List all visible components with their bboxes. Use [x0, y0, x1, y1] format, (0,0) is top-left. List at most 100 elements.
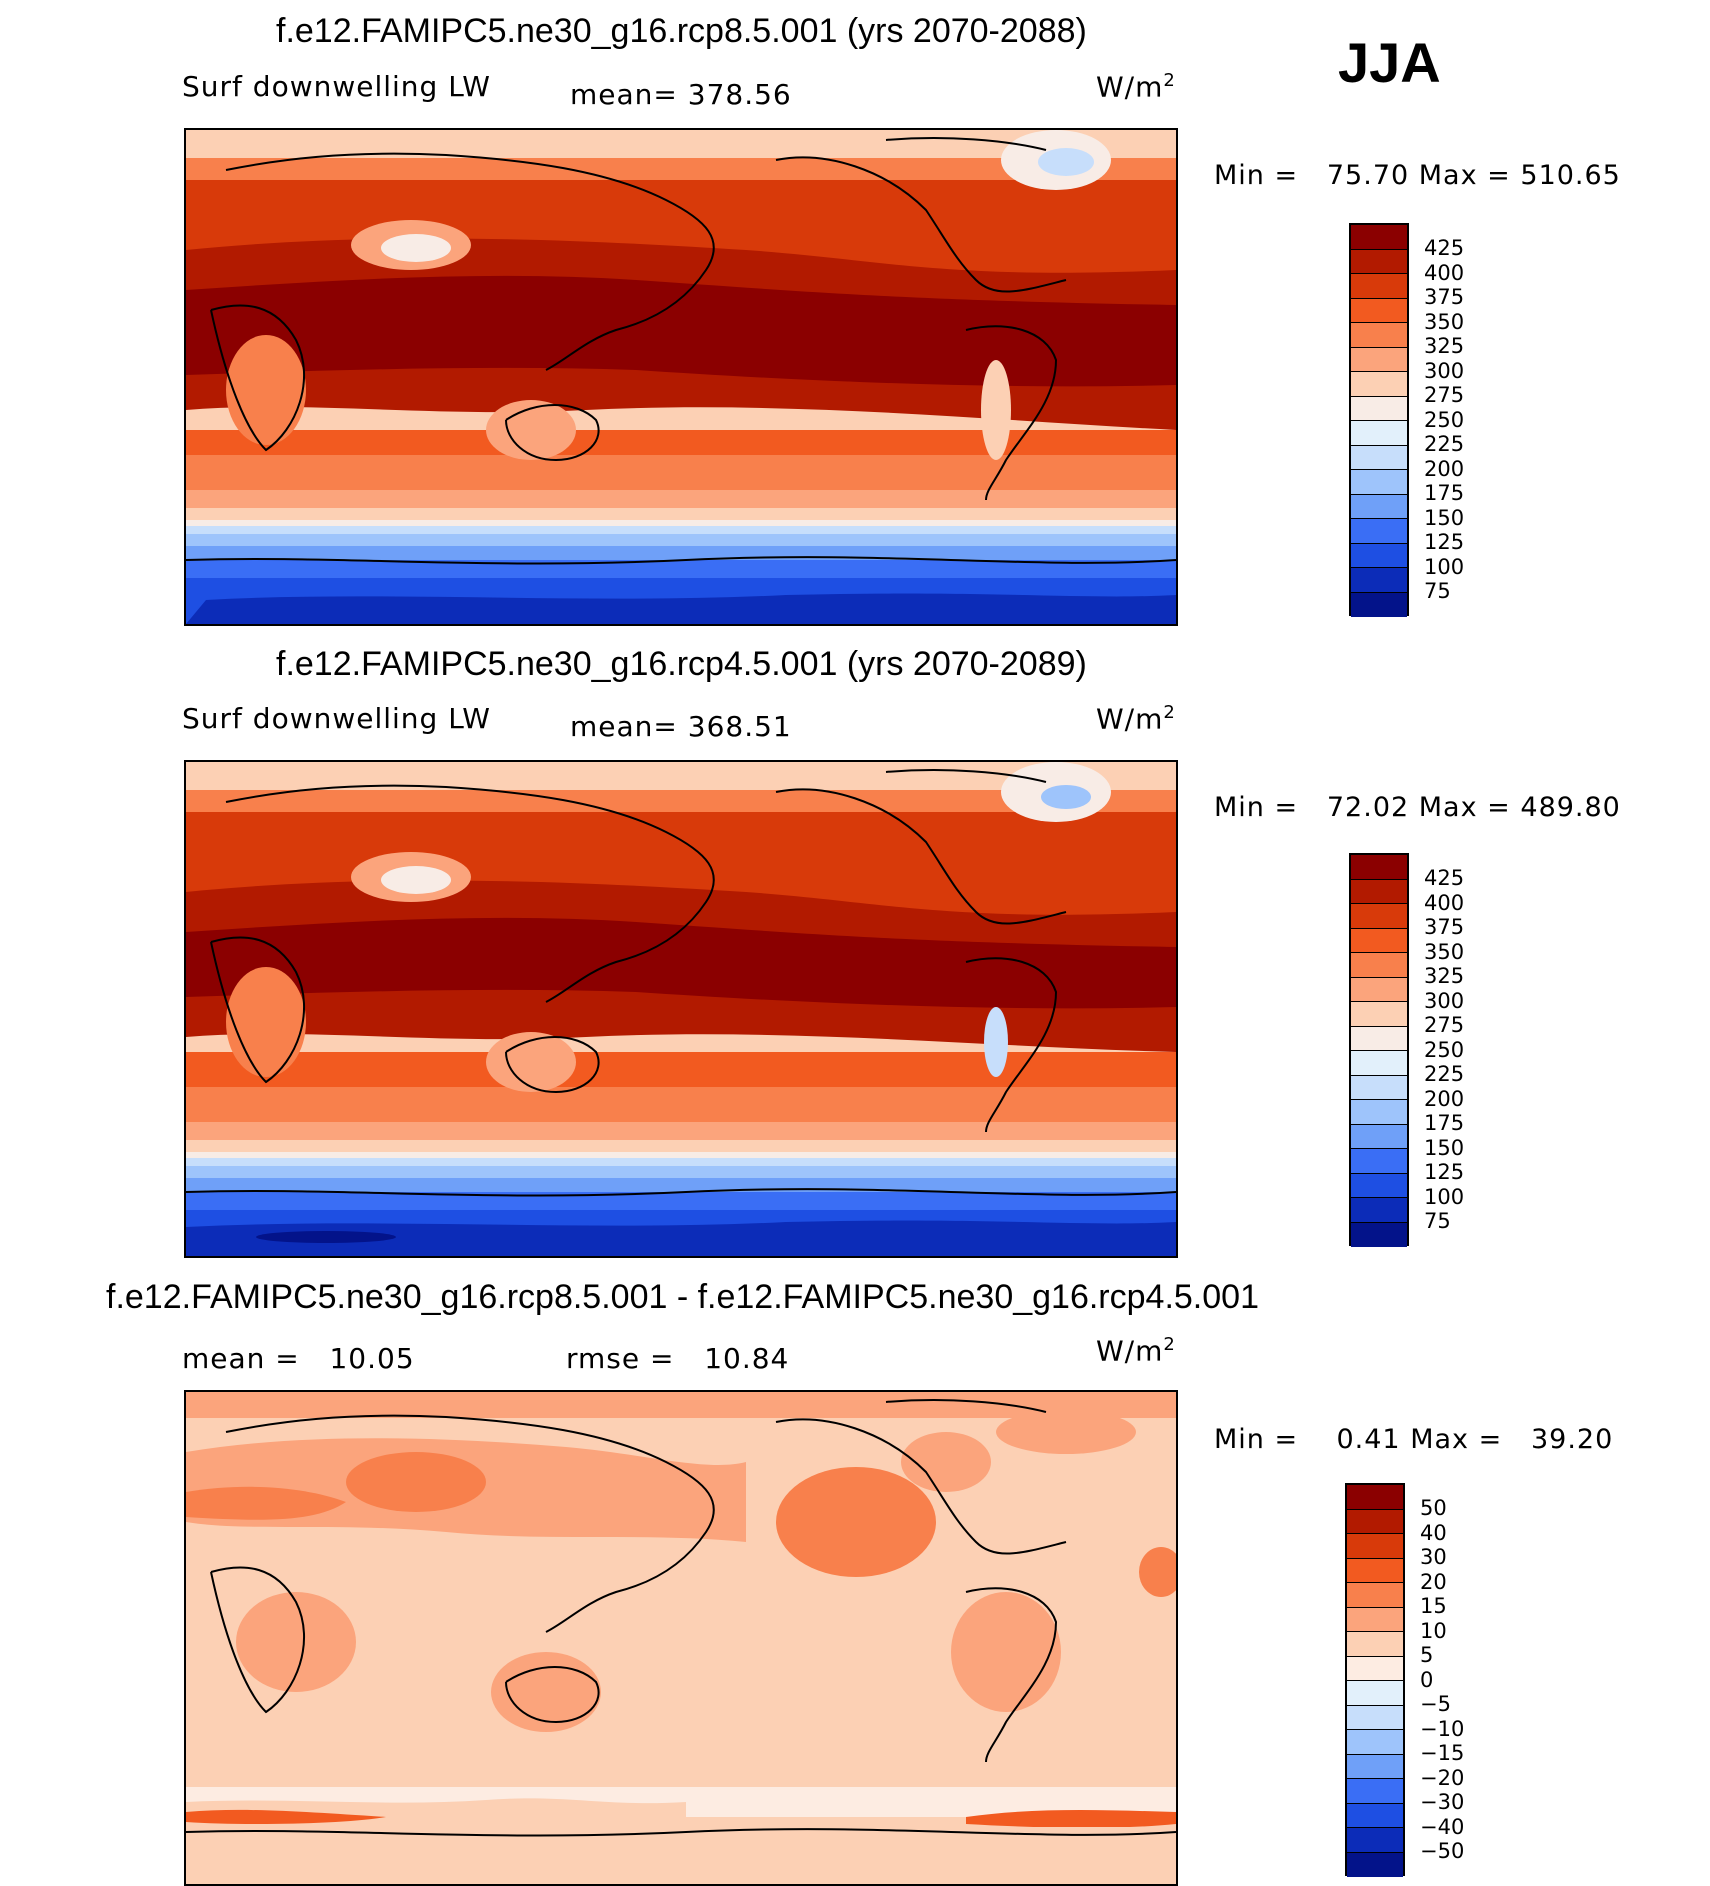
colorbar-tick-label: 0: [1420, 1667, 1434, 1692]
panel2-colorbar-segments: [1351, 855, 1407, 1247]
colorbar-segment: [1347, 1607, 1403, 1632]
panel3-colorbar-segments: [1347, 1485, 1403, 1877]
colorbar-tick-label: −30: [1420, 1790, 1465, 1814]
min-value: 75.70: [1326, 160, 1410, 191]
colorbar-segment: [1351, 396, 1407, 421]
colorbar-tick-label: 125: [1424, 1160, 1465, 1184]
colorbar-tick-label: 400: [1424, 890, 1465, 915]
colorbar-segment: [1351, 372, 1407, 397]
colorbar-tick-label: 5: [1420, 1643, 1434, 1667]
panel1-variable: Surf downwelling LW: [182, 70, 491, 103]
colorbar-segment: [1347, 1681, 1403, 1706]
max-value: 510.65: [1520, 160, 1621, 191]
panel3-mean: mean = 10.05: [182, 1342, 415, 1375]
colorbar-tick-label: 225: [1424, 432, 1465, 456]
colorbar-segment: [1351, 879, 1407, 904]
colorbar-tick-label: 125: [1424, 530, 1465, 554]
colorbar-segment: [1351, 1149, 1407, 1174]
colorbar-segment: [1347, 1730, 1403, 1755]
panel3-minmax: Min = 0.41 Max = 39.20: [1214, 1424, 1613, 1455]
colorbar-segment: [1351, 323, 1407, 348]
colorbar-segment: [1351, 1124, 1407, 1149]
colorbar-tick-label: 175: [1424, 481, 1465, 505]
colorbar-segment: [1347, 1558, 1403, 1583]
panel1-minmax: Min = 75.70 Max = 510.65: [1214, 160, 1621, 191]
colorbar-segment: [1347, 1705, 1403, 1730]
colorbar-tick-label: 75: [1424, 1209, 1451, 1233]
colorbar-tick-label: 350: [1424, 309, 1465, 334]
colorbar-segment: [1351, 1100, 1407, 1125]
max-label: Max =: [1418, 160, 1511, 191]
max-label: Max =: [1418, 792, 1511, 823]
colorbar-tick-label: 300: [1424, 988, 1465, 1013]
colorbar-tick-label: 40: [1420, 1520, 1447, 1545]
colorbar-segment: [1351, 568, 1407, 593]
colorbar-segment: [1351, 953, 1407, 978]
colorbar-segment: [1351, 1026, 1407, 1051]
panel3-title: f.e12.FAMIPC5.ne30_g16.rcp8.5.001 - f.e1…: [106, 1278, 1259, 1316]
colorbar-segment: [1347, 1485, 1403, 1510]
min-value: 72.02: [1326, 792, 1410, 823]
colorbar-segment: [1351, 543, 1407, 568]
colorbar-tick-label: 425: [1424, 866, 1465, 890]
min-label: Min =: [1214, 792, 1299, 823]
panel3-units: W/m2: [1096, 1334, 1176, 1368]
colorbar-segment: [1347, 1754, 1403, 1779]
colorbar-segment: [1347, 1534, 1403, 1559]
colorbar-tick-label: 20: [1420, 1569, 1447, 1594]
colorbar-tick-label: 150: [1424, 1135, 1465, 1160]
panel1-colorbar-segments: [1351, 225, 1407, 617]
colorbar-segment: [1351, 977, 1407, 1002]
colorbar-segment: [1351, 347, 1407, 372]
colorbar-segment: [1351, 249, 1407, 274]
colorbar-tick-label: 10: [1420, 1618, 1447, 1643]
colorbar-tick-label: 50: [1420, 1496, 1447, 1520]
min-label: Min =: [1214, 160, 1299, 191]
colorbar-segment: [1347, 1779, 1403, 1804]
colorbar-segment: [1347, 1632, 1403, 1657]
max-value: 489.80: [1520, 792, 1621, 823]
panel1-units: W/m2: [1096, 70, 1176, 104]
panel2-minmax: Min = 72.02 Max = 489.80: [1214, 792, 1621, 823]
colorbar-tick-label: 200: [1424, 456, 1465, 481]
panel2-units: W/m2: [1096, 702, 1176, 736]
panel1-colorbar: [1349, 223, 1409, 617]
colorbar-tick-label: 75: [1424, 579, 1451, 603]
colorbar-tick-label: 250: [1424, 1037, 1465, 1062]
panel2-mean: mean= 368.51: [570, 710, 792, 743]
colorbar-segment: [1351, 1198, 1407, 1223]
colorbar-tick-label: −10: [1420, 1716, 1465, 1741]
colorbar-segment: [1351, 445, 1407, 470]
panel3-rmse: rmse = 10.84: [566, 1342, 790, 1375]
colorbar-segment: [1351, 1002, 1407, 1027]
panel1-map: [184, 128, 1178, 626]
colorbar-segment: [1351, 421, 1407, 446]
colorbar-segment: [1351, 519, 1407, 544]
max-label: Max =: [1410, 1424, 1503, 1455]
colorbar-tick-label: 15: [1420, 1594, 1447, 1618]
colorbar-tick-label: 250: [1424, 407, 1465, 432]
colorbar-tick-label: −15: [1420, 1741, 1465, 1765]
colorbar-segment: [1351, 1075, 1407, 1100]
colorbar-segment: [1351, 470, 1407, 495]
colorbar-segment: [1347, 1656, 1403, 1681]
colorbar-tick-label: 325: [1424, 964, 1465, 988]
colorbar-tick-label: 175: [1424, 1111, 1465, 1135]
colorbar-tick-label: −5: [1420, 1692, 1451, 1716]
colorbar-tick-label: 325: [1424, 334, 1465, 358]
colorbar-tick-label: 225: [1424, 1062, 1465, 1086]
colorbar-tick-label: −20: [1420, 1765, 1465, 1790]
colorbar-segment: [1347, 1852, 1403, 1877]
colorbar-tick-label: 150: [1424, 505, 1465, 530]
colorbar-segment: [1347, 1803, 1403, 1828]
colorbar-tick-label: 30: [1420, 1545, 1447, 1569]
colorbar-segment: [1351, 298, 1407, 323]
panel3-map: [184, 1390, 1178, 1886]
colorbar-segment: [1351, 928, 1407, 953]
colorbar-segment: [1347, 1509, 1403, 1534]
panel3-colorbar: [1345, 1483, 1405, 1877]
max-value: 39.20: [1530, 1424, 1614, 1455]
colorbar-segment: [1347, 1583, 1403, 1608]
colorbar-tick-label: 425: [1424, 236, 1465, 260]
panel1-mean: mean= 378.56: [570, 78, 792, 111]
